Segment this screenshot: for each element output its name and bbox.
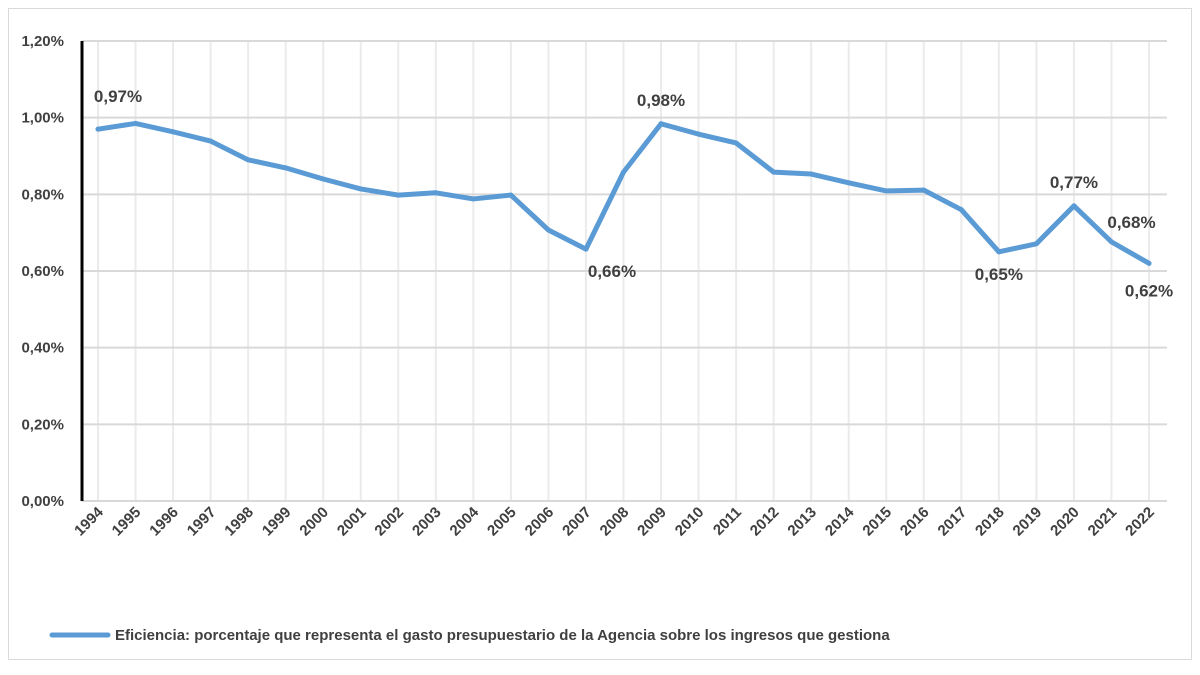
x-tick-label: 2000 (296, 504, 332, 540)
data-point (921, 187, 927, 193)
data-label: 0,68% (1107, 213, 1155, 232)
x-tick-label: 2012 (747, 504, 783, 540)
x-tick-label: 2014 (822, 503, 858, 539)
data-point (320, 176, 326, 182)
x-tick-label: 2015 (859, 504, 895, 540)
data-point (996, 249, 1002, 255)
x-tick-label: 2022 (1122, 504, 1158, 540)
data-label: 0,65% (975, 265, 1023, 284)
x-tick-label: 2008 (597, 504, 633, 540)
y-tick-label: 0,40% (21, 340, 64, 357)
y-tick-label: 0,00% (21, 493, 64, 510)
x-tick-label: 1995 (109, 504, 145, 540)
data-label: 0,66% (588, 262, 636, 281)
data-point (771, 169, 777, 175)
data-label: 0,97% (94, 87, 142, 106)
y-tick-label: 0,60% (21, 263, 64, 280)
data-point (583, 246, 589, 252)
data-point (133, 120, 139, 126)
x-tick-label: 1996 (146, 504, 182, 540)
x-tick-label: 2006 (522, 504, 558, 540)
legend-label: Eficiencia: porcentaje que representa el… (115, 627, 890, 644)
data-point (470, 196, 476, 202)
data-point (621, 169, 626, 175)
y-tick-label: 1,00% (21, 110, 64, 127)
x-tick-label: 2001 (334, 504, 370, 540)
x-tick-label: 2003 (409, 504, 445, 540)
x-tick-label: 2018 (972, 504, 1008, 540)
data-point (733, 140, 739, 146)
x-tick-label: 2005 (484, 504, 520, 540)
data-point (508, 192, 514, 198)
x-tick-label: 2004 (447, 503, 483, 539)
x-tick-label: 2007 (559, 504, 595, 540)
x-tick-label: 1997 (184, 504, 220, 540)
x-tick-label: 2002 (371, 504, 407, 540)
x-tick-label: 2013 (784, 504, 820, 540)
x-tick-label: 2011 (710, 504, 745, 539)
x-tick-label: 2009 (634, 504, 670, 540)
y-tick-label: 0,20% (21, 416, 64, 433)
x-tick-label: 2021 (1085, 504, 1121, 540)
x-tick-label: 1998 (221, 504, 257, 540)
data-label: 0,98% (637, 91, 685, 110)
data-point (1033, 241, 1039, 247)
data-label: 0,62% (1125, 281, 1173, 300)
x-tick-label: 2016 (897, 504, 933, 540)
data-point (545, 227, 551, 233)
data-point (433, 190, 439, 196)
data-point (358, 186, 364, 192)
data-point (696, 131, 702, 137)
data-label: 0,77% (1050, 173, 1098, 192)
data-point (883, 188, 889, 194)
data-point (1071, 203, 1077, 209)
data-point (283, 165, 289, 171)
x-tick-label: 2020 (1047, 504, 1083, 540)
y-tick-label: 1,20% (21, 33, 64, 50)
data-point (1146, 260, 1152, 266)
data-point (658, 121, 664, 127)
data-point (1108, 239, 1114, 245)
data-point (245, 157, 251, 163)
data-point (170, 129, 176, 135)
x-tick-label: 2019 (1010, 504, 1046, 540)
x-tick-label: 1994 (71, 503, 107, 539)
data-point (95, 126, 101, 132)
data-point (846, 180, 852, 186)
data-point (808, 171, 814, 177)
x-tick-label: 2010 (672, 504, 708, 540)
data-point (958, 207, 964, 213)
y-tick-label: 0,80% (21, 186, 64, 203)
x-tick-label: 2017 (935, 504, 971, 540)
x-tick-label: 1999 (259, 504, 295, 540)
data-point (208, 138, 214, 144)
chart-frame (8, 8, 1192, 660)
data-point (395, 192, 401, 198)
